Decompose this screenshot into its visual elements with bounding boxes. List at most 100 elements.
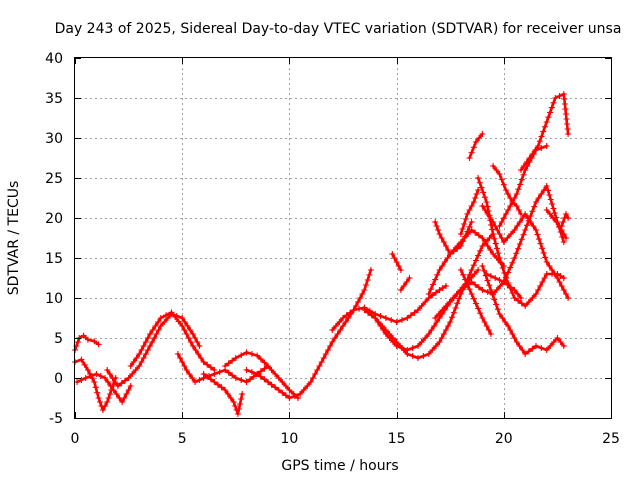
y-tick-label: 25: [45, 171, 63, 187]
data-point: [516, 343, 523, 349]
data-point: [102, 403, 108, 409]
data-point: [132, 367, 139, 373]
data-point: [125, 387, 132, 393]
data-point: [88, 373, 95, 379]
data-point: [222, 363, 229, 369]
data-point: [447, 251, 454, 257]
data-point: [516, 241, 523, 247]
data-point: [543, 143, 550, 149]
data-point: [504, 281, 511, 288]
data-point: [136, 363, 143, 369]
data-point: [161, 319, 168, 325]
data-point: [502, 275, 509, 281]
data-point: [529, 345, 536, 352]
data-point: [436, 231, 443, 237]
data-point: [204, 373, 211, 380]
plot-frame: [74, 57, 612, 419]
series-trace: [399, 276, 411, 292]
data-point: [174, 351, 181, 357]
data-point: [457, 267, 464, 273]
series-arc-21: [479, 203, 572, 301]
data-point: [546, 192, 553, 198]
series-trace: [491, 164, 523, 216]
data-point: [95, 341, 102, 348]
data-point: [450, 309, 457, 316]
data-point: [507, 284, 514, 291]
data-point: [480, 189, 487, 196]
data-point: [442, 283, 449, 289]
data-point: [428, 327, 435, 333]
y-axis-label: SDTVAR / TECUs: [6, 181, 22, 296]
data-point: [466, 207, 473, 213]
data-point: [442, 327, 449, 333]
data-point: [78, 377, 85, 383]
data-point: [189, 343, 196, 349]
data-point: [471, 271, 478, 277]
data-point: [316, 363, 323, 369]
data-point: [438, 235, 445, 241]
data-point: [200, 371, 207, 377]
data-point: [304, 383, 311, 389]
data-point: [181, 363, 188, 369]
data-point: [518, 236, 525, 243]
data-point: [104, 399, 111, 405]
data-point: [183, 367, 190, 373]
data-point: [138, 347, 145, 353]
data-point: [446, 299, 453, 305]
data-point: [420, 353, 427, 359]
data-point: [529, 151, 536, 157]
data-point: [363, 282, 369, 288]
data-point: [82, 375, 89, 381]
data-point: [466, 223, 473, 230]
data-point: [445, 323, 452, 329]
data-point: [495, 250, 502, 257]
data-point: [340, 315, 346, 321]
data-point: [532, 147, 539, 153]
data-point: [432, 219, 439, 225]
data-point: [513, 339, 520, 345]
data-point: [489, 226, 496, 233]
data-point: [352, 303, 359, 309]
data-point: [261, 365, 268, 372]
data-point: [560, 239, 567, 245]
data-point: [538, 345, 545, 351]
data-point: [520, 171, 527, 178]
data-point: [563, 291, 569, 297]
data-point: [439, 285, 446, 291]
data-point: [400, 283, 407, 289]
data-point: [536, 138, 543, 145]
data-point: [492, 240, 499, 247]
x-tick-label: 15: [388, 431, 406, 447]
data-point: [433, 223, 440, 229]
grid: [75, 58, 611, 418]
data-point: [522, 227, 529, 233]
data-point: [433, 319, 440, 325]
data-point: [457, 243, 464, 249]
data-point: [238, 352, 245, 359]
data-point: [553, 219, 560, 225]
data-point: [470, 262, 477, 269]
data-point: [224, 391, 231, 397]
data-point: [473, 191, 480, 197]
data-point: [138, 359, 145, 365]
data-point: [367, 267, 374, 273]
data-point: [507, 264, 514, 271]
series-arc-28: [558, 211, 572, 229]
data-point: [123, 391, 130, 397]
data-point: [232, 403, 239, 409]
data-point: [84, 336, 91, 343]
data-point: [110, 387, 117, 393]
data-point: [142, 339, 149, 345]
y-tick-label: 40: [45, 51, 63, 67]
data-point: [435, 227, 442, 233]
data-point: [322, 351, 329, 357]
data-point: [95, 395, 102, 401]
data-point: [222, 387, 229, 393]
data-point: [218, 384, 225, 391]
data-point: [507, 231, 514, 237]
data-point: [340, 323, 346, 329]
data-point: [500, 215, 507, 221]
series-trace: [105, 312, 201, 388]
data-point: [187, 327, 194, 333]
series-arc-24: [490, 163, 524, 217]
